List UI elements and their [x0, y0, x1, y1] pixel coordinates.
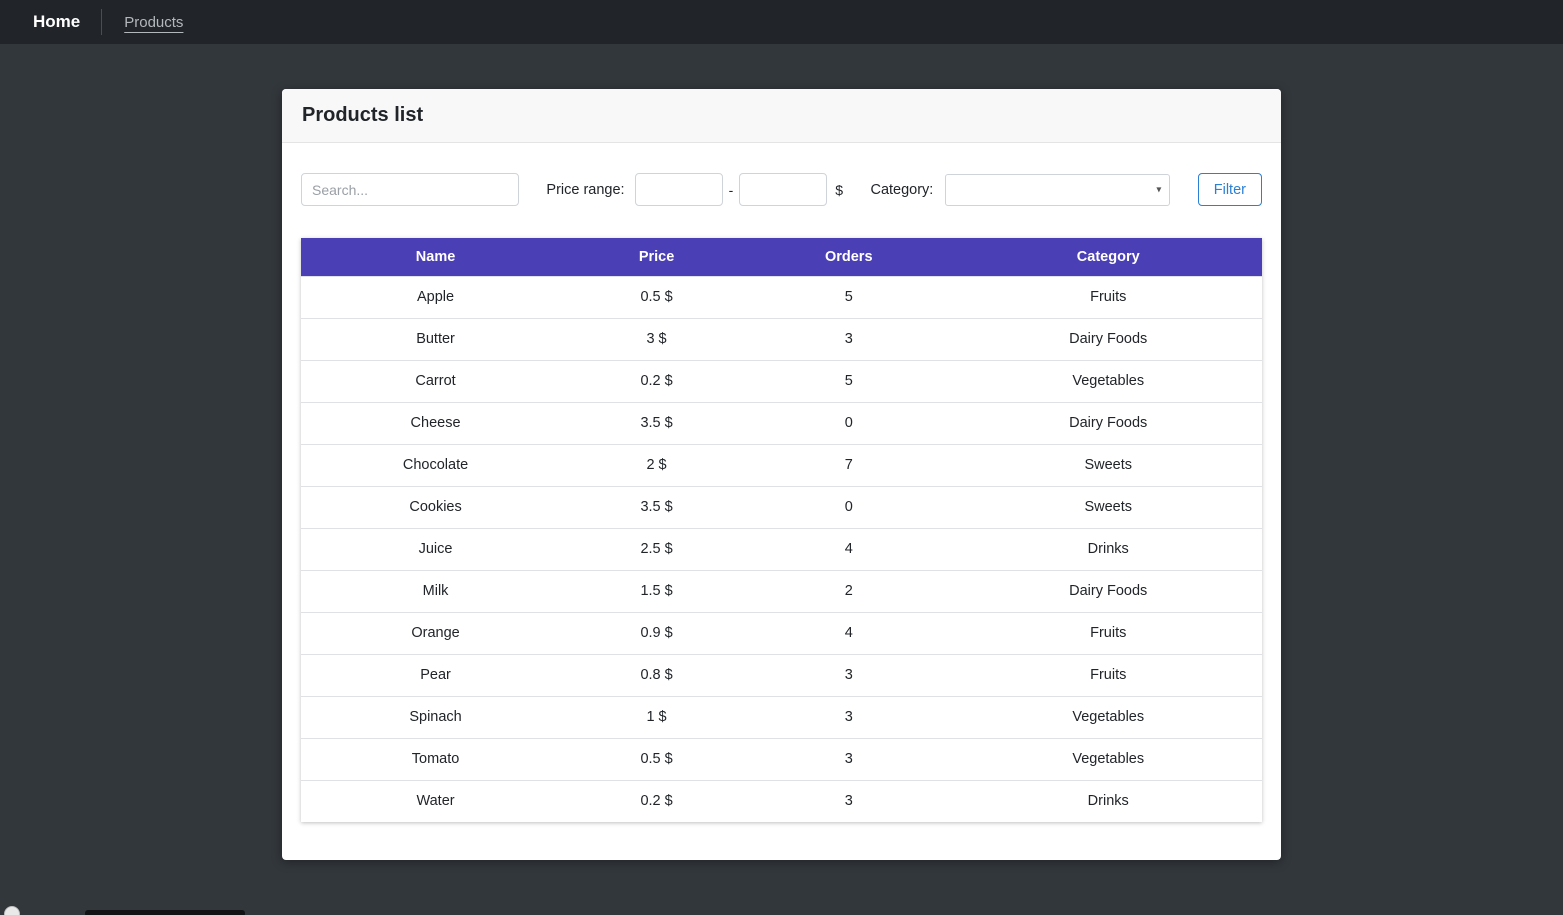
cell-name: Water — [301, 779, 571, 822]
cell-category: Drinks — [954, 779, 1262, 822]
search-input[interactable] — [301, 173, 519, 206]
header-category: Category — [954, 238, 1262, 276]
table-row: Orange 0.9 $ 4 Fruits — [301, 611, 1262, 654]
table-row: Tomato 0.5 $ 3 Vegetables — [301, 737, 1262, 780]
table-row: Cheese 3.5 $ 0 Dairy Foods — [301, 401, 1262, 444]
cell-price: 0.8 $ — [570, 653, 744, 696]
card-body: Price range: - $ Category: ▾ Filter — [282, 143, 1281, 860]
cell-price: 0.2 $ — [570, 779, 744, 822]
cell-orders: 3 — [743, 779, 955, 822]
filter-button[interactable]: Filter — [1197, 173, 1262, 206]
cell-name: Spinach — [301, 695, 571, 738]
currency-symbol: $ — [835, 181, 844, 198]
cell-category: Vegetables — [954, 695, 1262, 738]
price-min-input[interactable] — [634, 173, 723, 206]
cell-name: Juice — [301, 527, 571, 570]
cell-orders: 4 — [743, 611, 955, 654]
cell-name: Chocolate — [301, 443, 571, 486]
cell-price: 1 $ — [570, 695, 744, 738]
cell-orders: 3 — [743, 653, 955, 696]
products-table-wrap: Name Price Orders Category Apple 0.5 $ 5… — [301, 238, 1262, 822]
cell-price: 0.2 $ — [570, 359, 744, 402]
page-title: Products list — [302, 104, 424, 126]
cell-category: Sweets — [954, 485, 1262, 528]
cell-price: 1.5 $ — [570, 569, 744, 612]
top-navbar: Home Products — [0, 0, 1563, 44]
cell-name: Tomato — [301, 737, 571, 780]
products-card: Products list Price range: - $ Category: — [282, 89, 1281, 860]
category-group: Category: ▾ — [870, 173, 1171, 206]
table-body: Apple 0.5 $ 5 Fruits Butter 3 $ 3 Dairy … — [301, 275, 1262, 822]
cell-price: 3.5 $ — [570, 401, 744, 444]
category-label: Category: — [870, 181, 934, 198]
bottom-left-circle-artifact — [4, 906, 20, 915]
category-select[interactable] — [945, 173, 1171, 206]
table-row: Chocolate 2 $ 7 Sweets — [301, 443, 1262, 486]
cell-category: Fruits — [954, 611, 1262, 654]
cell-orders: 3 — [743, 317, 955, 360]
cell-category: Fruits — [954, 275, 1262, 318]
table-header-row: Name Price Orders Category — [301, 238, 1262, 276]
cell-price: 3 $ — [570, 317, 744, 360]
cell-orders: 5 — [743, 359, 955, 402]
cell-orders: 2 — [743, 569, 955, 612]
header-price: Price — [570, 238, 744, 276]
cell-category: Dairy Foods — [954, 317, 1262, 360]
table-row: Milk 1.5 $ 2 Dairy Foods — [301, 569, 1262, 612]
cell-price: 3.5 $ — [570, 485, 744, 528]
cell-price: 0.5 $ — [570, 737, 744, 780]
price-separator: - — [728, 181, 734, 198]
cell-orders: 3 — [743, 737, 955, 780]
cell-price: 2.5 $ — [570, 527, 744, 570]
header-name: Name — [301, 238, 571, 276]
table-row: Spinach 1 $ 3 Vegetables — [301, 695, 1262, 738]
card-header: Products list — [282, 89, 1281, 143]
cell-price: 2 $ — [570, 443, 744, 486]
price-range-group: Price range: - $ — [546, 173, 843, 206]
cell-name: Pear — [301, 653, 571, 696]
cell-name: Cookies — [301, 485, 571, 528]
cell-orders: 5 — [743, 275, 955, 318]
cell-category: Dairy Foods — [954, 401, 1262, 444]
cell-name: Carrot — [301, 359, 571, 402]
cell-name: Orange — [301, 611, 571, 654]
cell-orders: 3 — [743, 695, 955, 738]
horizontal-scrollbar-thumb[interactable] — [85, 910, 245, 915]
cell-category: Fruits — [954, 653, 1262, 696]
cell-price: 0.5 $ — [570, 275, 744, 318]
cell-category: Dairy Foods — [954, 569, 1262, 612]
cell-orders: 0 — [743, 485, 955, 528]
table-row: Pear 0.8 $ 3 Fruits — [301, 653, 1262, 696]
cell-category: Vegetables — [954, 737, 1262, 780]
cell-category: Drinks — [954, 527, 1262, 570]
products-table: Name Price Orders Category Apple 0.5 $ 5… — [301, 238, 1262, 822]
category-select-wrap: ▾ — [945, 173, 1171, 206]
nav-home-link[interactable]: Home — [33, 12, 81, 31]
header-orders: Orders — [743, 238, 955, 276]
nav-products-link[interactable]: Products — [124, 13, 184, 31]
table-row: Apple 0.5 $ 5 Fruits — [301, 275, 1262, 318]
filter-bar: Price range: - $ Category: ▾ Filter — [301, 173, 1262, 206]
cell-category: Sweets — [954, 443, 1262, 486]
cell-category: Vegetables — [954, 359, 1262, 402]
table-row: Butter 3 $ 3 Dairy Foods — [301, 317, 1262, 360]
price-max-input[interactable] — [739, 173, 828, 206]
cell-orders: 7 — [743, 443, 955, 486]
table-row: Carrot 0.2 $ 5 Vegetables — [301, 359, 1262, 402]
table-row: Water 0.2 $ 3 Drinks — [301, 779, 1262, 822]
cell-orders: 4 — [743, 527, 955, 570]
cell-name: Milk — [301, 569, 571, 612]
cell-name: Butter — [301, 317, 571, 360]
cell-name: Cheese — [301, 401, 571, 444]
search-group — [301, 173, 519, 206]
cell-orders: 0 — [743, 401, 955, 444]
table-row: Cookies 3.5 $ 0 Sweets — [301, 485, 1262, 528]
cell-name: Apple — [301, 275, 571, 318]
nav-divider — [101, 9, 103, 35]
cell-price: 0.9 $ — [570, 611, 744, 654]
price-range-label: Price range: — [546, 181, 625, 198]
table-row: Juice 2.5 $ 4 Drinks — [301, 527, 1262, 570]
